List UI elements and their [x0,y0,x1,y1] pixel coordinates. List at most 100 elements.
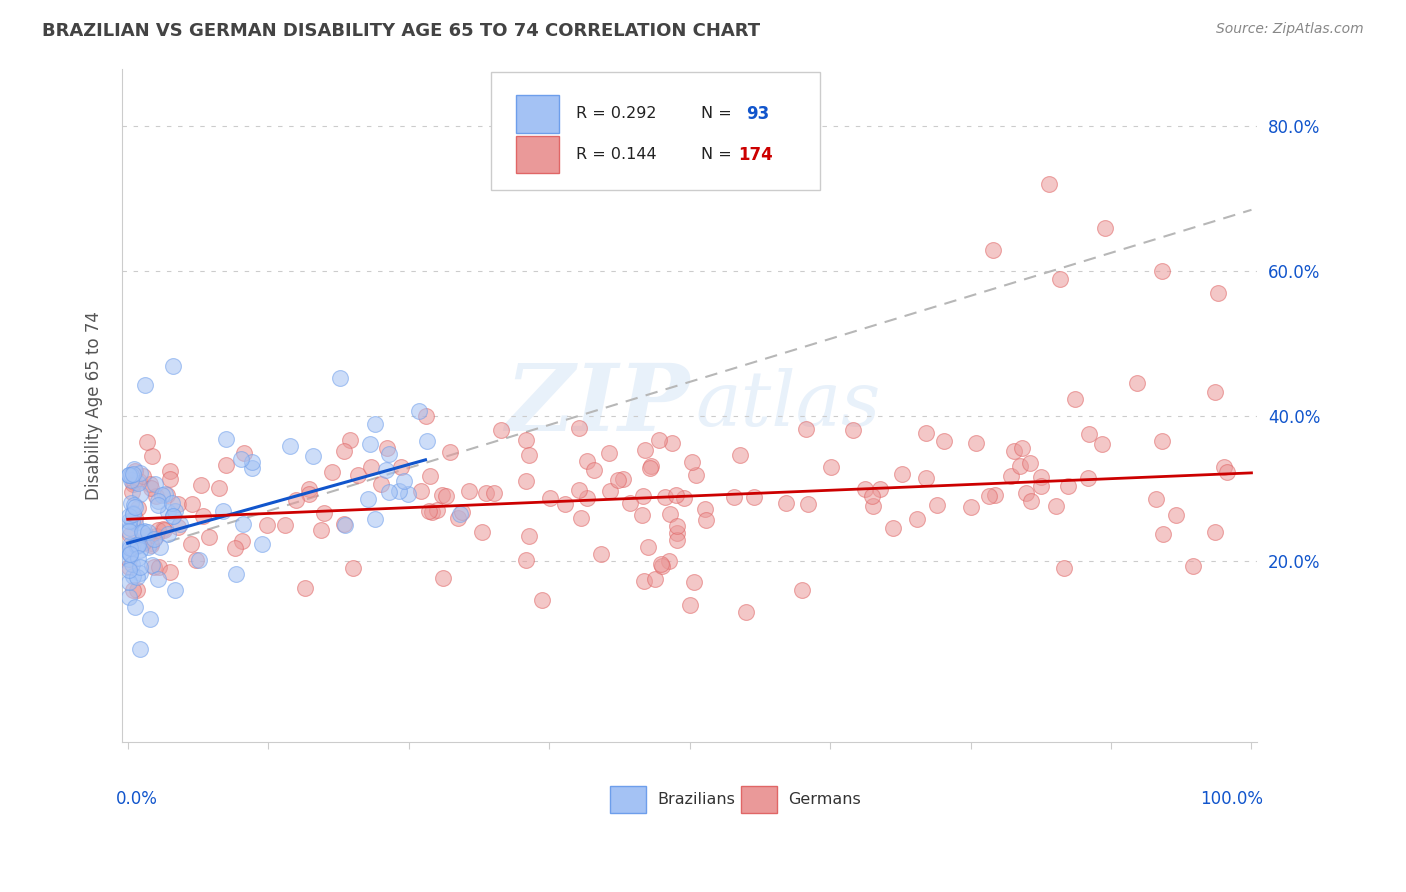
Point [329,370,352,384]
Point [162,508,184,523]
Point [141,536,163,550]
Point [842,423,865,437]
Point [576,454,599,468]
Point [127,538,149,552]
Point [122,462,145,476]
Point [127,540,149,554]
Point [927,498,949,512]
FancyBboxPatch shape [741,786,778,814]
Point [378,485,401,500]
Point [695,513,717,527]
Text: R = 0.144: R = 0.144 [576,147,657,162]
Point [157,505,180,519]
Point [127,501,149,516]
Point [416,434,439,449]
Point [1206,286,1229,301]
Point [333,444,356,458]
Point [415,409,437,424]
Point [159,472,181,486]
Point [409,483,432,498]
Point [160,496,183,510]
Point [135,529,157,543]
Point [333,517,356,532]
Point [408,404,430,418]
Point [145,529,167,543]
Point [167,497,190,511]
Point [695,502,717,516]
Y-axis label: Disability Age 65 to 74: Disability Age 65 to 74 [86,311,103,500]
Point [638,461,661,475]
Point [120,496,142,510]
Point [212,504,235,518]
Point [232,446,254,460]
Point [681,455,703,469]
Point [388,483,411,498]
Point [730,448,752,462]
Point [278,439,301,453]
Point [389,459,412,474]
Point [139,477,162,491]
Point [118,552,141,566]
Point [121,506,143,520]
Point [1216,465,1239,479]
Point [118,467,141,482]
Point [1010,459,1032,474]
Point [575,491,598,505]
Point [208,481,231,495]
Text: Germans: Germans [789,792,860,807]
Point [1204,385,1226,400]
Point [915,471,938,485]
Point [128,641,150,656]
Point [150,487,173,501]
Point [860,489,883,503]
Point [820,460,842,475]
Point [120,547,142,561]
Text: 174: 174 [738,145,773,164]
Point [364,417,387,431]
Point [232,516,254,531]
Point [198,530,221,544]
Point [796,497,818,511]
Point [181,497,204,511]
Text: Source: ZipAtlas.com: Source: ZipAtlas.com [1216,22,1364,37]
Point [685,468,707,483]
Point [538,491,561,506]
Point [143,477,166,491]
Point [1019,494,1042,508]
Point [215,433,238,447]
Point [796,422,818,436]
Point [569,510,592,524]
Point [606,473,628,487]
Point [682,575,704,590]
Point [121,485,143,500]
Point [554,497,576,511]
Point [122,477,145,491]
Point [654,491,676,505]
Point [451,505,474,519]
Point [360,459,382,474]
Point [1029,479,1052,493]
Point [127,476,149,491]
Point [118,467,141,482]
Point [143,559,166,574]
FancyBboxPatch shape [491,72,820,190]
Point [568,483,591,498]
Point [125,570,148,584]
Point [1126,376,1149,390]
Point [148,559,170,574]
Point [163,503,186,517]
Point [121,583,143,598]
Point [1094,221,1116,235]
Point [129,566,152,581]
Point [118,591,141,605]
Point [364,511,387,525]
Point [186,553,208,567]
Point [1077,471,1099,485]
Point [124,516,146,530]
Point [146,572,169,586]
Point [121,557,143,571]
Point [136,435,159,450]
Point [166,519,188,533]
Point [134,378,156,392]
Point [298,483,321,497]
